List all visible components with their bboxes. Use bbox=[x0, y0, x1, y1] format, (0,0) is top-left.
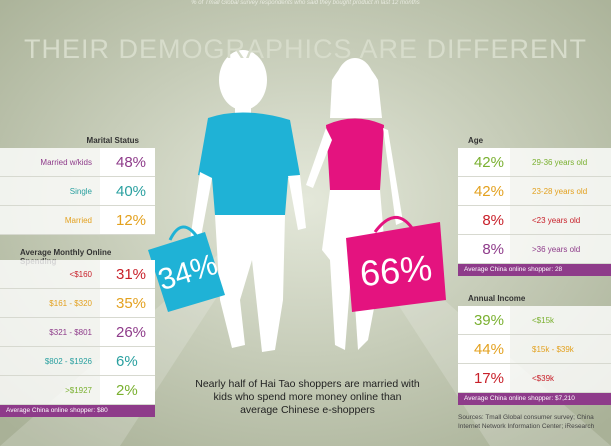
row-value: 8% bbox=[458, 235, 510, 263]
row-label: <$39k bbox=[510, 364, 611, 392]
row-value: 12% bbox=[100, 206, 155, 234]
table-row: $802 - $1926 6% bbox=[0, 347, 155, 376]
row-value: 26% bbox=[100, 318, 155, 346]
table-row: Single 40% bbox=[0, 177, 155, 206]
row-label: Married bbox=[0, 206, 100, 234]
table-row: 42% 29-36 years old bbox=[458, 148, 611, 177]
row-value: 31% bbox=[100, 260, 155, 288]
title: THEIR DEMOGRAPHICS ARE DIFFERENT bbox=[23, 34, 588, 64]
row-label: $15k - $39k bbox=[510, 335, 611, 363]
note: Nearly half of Hai Tao shoppers are marr… bbox=[195, 378, 420, 416]
table-header: Age bbox=[468, 136, 484, 145]
table-header: Average Monthly Online Spending bbox=[20, 248, 112, 266]
table-row: 17% <$39k bbox=[458, 364, 611, 393]
table-row: Married w/kids 48% bbox=[0, 148, 155, 177]
table-header: Marital Status bbox=[86, 136, 139, 145]
row-label: <$160 bbox=[0, 260, 100, 288]
table-row: >$1927 2% bbox=[0, 376, 155, 405]
row-value: 48% bbox=[100, 148, 155, 176]
row-label: $321 - $801 bbox=[0, 318, 100, 346]
table-footer: Average China online shopper: $80 bbox=[0, 405, 155, 417]
table: Annual Income 39% <$15k 44% $15k - $39k 17% <$… bbox=[458, 294, 611, 405]
table-row: 42% 23-28 years old bbox=[458, 177, 611, 206]
row-value: 8% bbox=[458, 206, 510, 234]
table-row: $321 - $801 26% bbox=[0, 318, 155, 347]
row-label: Single bbox=[0, 177, 100, 205]
table-row: 44% $15k - $39k bbox=[458, 335, 611, 364]
row-value: 44% bbox=[458, 335, 510, 363]
table-row: 8% <23 years old bbox=[458, 206, 611, 235]
row-value: 35% bbox=[100, 289, 155, 317]
row-label: Married w/kids bbox=[0, 148, 100, 176]
row-value: 42% bbox=[458, 148, 510, 176]
row-value: 42% bbox=[458, 177, 510, 205]
table-row: $161 - $320 35% bbox=[0, 289, 155, 318]
caption: % of Tmall Global survey respondents who… bbox=[191, 0, 420, 6]
row-label: <$15k bbox=[510, 306, 611, 334]
sources: Sources: Tmall Global consumer survey; C… bbox=[458, 414, 595, 430]
table-row: <$160 31% bbox=[0, 260, 155, 289]
row-value: 17% bbox=[458, 364, 510, 392]
table-footer: Average China online shopper: $7,210 bbox=[458, 393, 611, 405]
row-label: 29-36 years old bbox=[510, 148, 611, 176]
table-footer: Average China online shopper: 28 bbox=[458, 264, 611, 276]
table: Average Monthly Online Spending<$16031%$… bbox=[0, 248, 155, 417]
table-row: Married 12% bbox=[0, 206, 155, 235]
table: Age 42% 29-36 years old 42% 23-28 years old 8… bbox=[458, 136, 611, 276]
row-label: 23-28 years old bbox=[510, 177, 611, 205]
row-label: >36 years old bbox=[510, 235, 611, 263]
row-label: $802 - $1926 bbox=[0, 347, 100, 375]
row-value: 39% bbox=[458, 306, 510, 334]
row-value: 6% bbox=[100, 347, 155, 375]
table-row: 39% <$15k bbox=[458, 306, 611, 335]
row-label: <23 years old bbox=[510, 206, 611, 234]
row-label: $161 - $320 bbox=[0, 289, 100, 317]
bag-label: 66% bbox=[358, 246, 434, 295]
table: Marital Status Married w/kids 48% Single 40%… bbox=[0, 136, 155, 235]
row-label: >$1927 bbox=[0, 376, 100, 404]
table-header: Annual Income bbox=[468, 294, 526, 303]
row-value: 40% bbox=[100, 177, 155, 205]
row-value: 2% bbox=[100, 376, 155, 404]
table-row: 8% >36 years old bbox=[458, 235, 611, 264]
